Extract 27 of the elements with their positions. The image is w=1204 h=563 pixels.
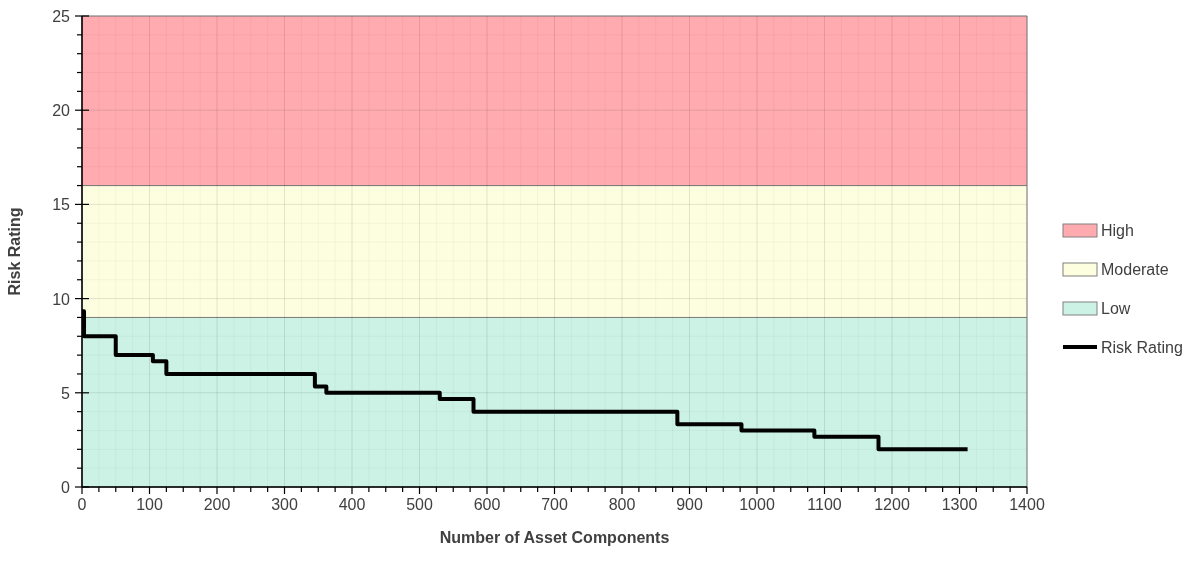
- y-axis-title: Risk Rating: [6, 207, 23, 296]
- x-tick-label: 1400: [1009, 496, 1045, 513]
- y-tick-label: 25: [52, 8, 71, 25]
- x-tick-label: 300: [271, 496, 298, 513]
- x-tick-label: 600: [473, 496, 501, 513]
- x-tick-label: 1200: [874, 496, 910, 513]
- legend-label: Low: [1101, 300, 1131, 317]
- x-tick-label: 100: [136, 496, 163, 513]
- legend-label: High: [1101, 222, 1134, 239]
- y-tick-label: 10: [52, 290, 71, 308]
- x-tick-label: 500: [406, 496, 433, 513]
- x-tick-label: 1000: [739, 496, 775, 513]
- x-tick-label: 200: [203, 496, 231, 513]
- x-tick-label: 400: [338, 496, 366, 513]
- legend-label: Risk Rating: [1101, 339, 1183, 356]
- x-tick-label: 700: [541, 496, 568, 513]
- x-axis-title: Number of Asset Components: [439, 529, 670, 546]
- x-tick-label: 900: [676, 496, 703, 513]
- y-tick-label: 5: [61, 384, 71, 402]
- y-tick-label: 20: [52, 102, 71, 120]
- x-tick-label: 1100: [807, 496, 842, 513]
- y-tick-label: 15: [52, 196, 71, 214]
- legend-label: Moderate: [1101, 261, 1169, 278]
- x-tick-label: 1300: [941, 496, 978, 513]
- y-tick-label: 0: [61, 479, 71, 496]
- x-tick-label: 800: [608, 496, 636, 513]
- x-tick-label: 0: [77, 496, 87, 513]
